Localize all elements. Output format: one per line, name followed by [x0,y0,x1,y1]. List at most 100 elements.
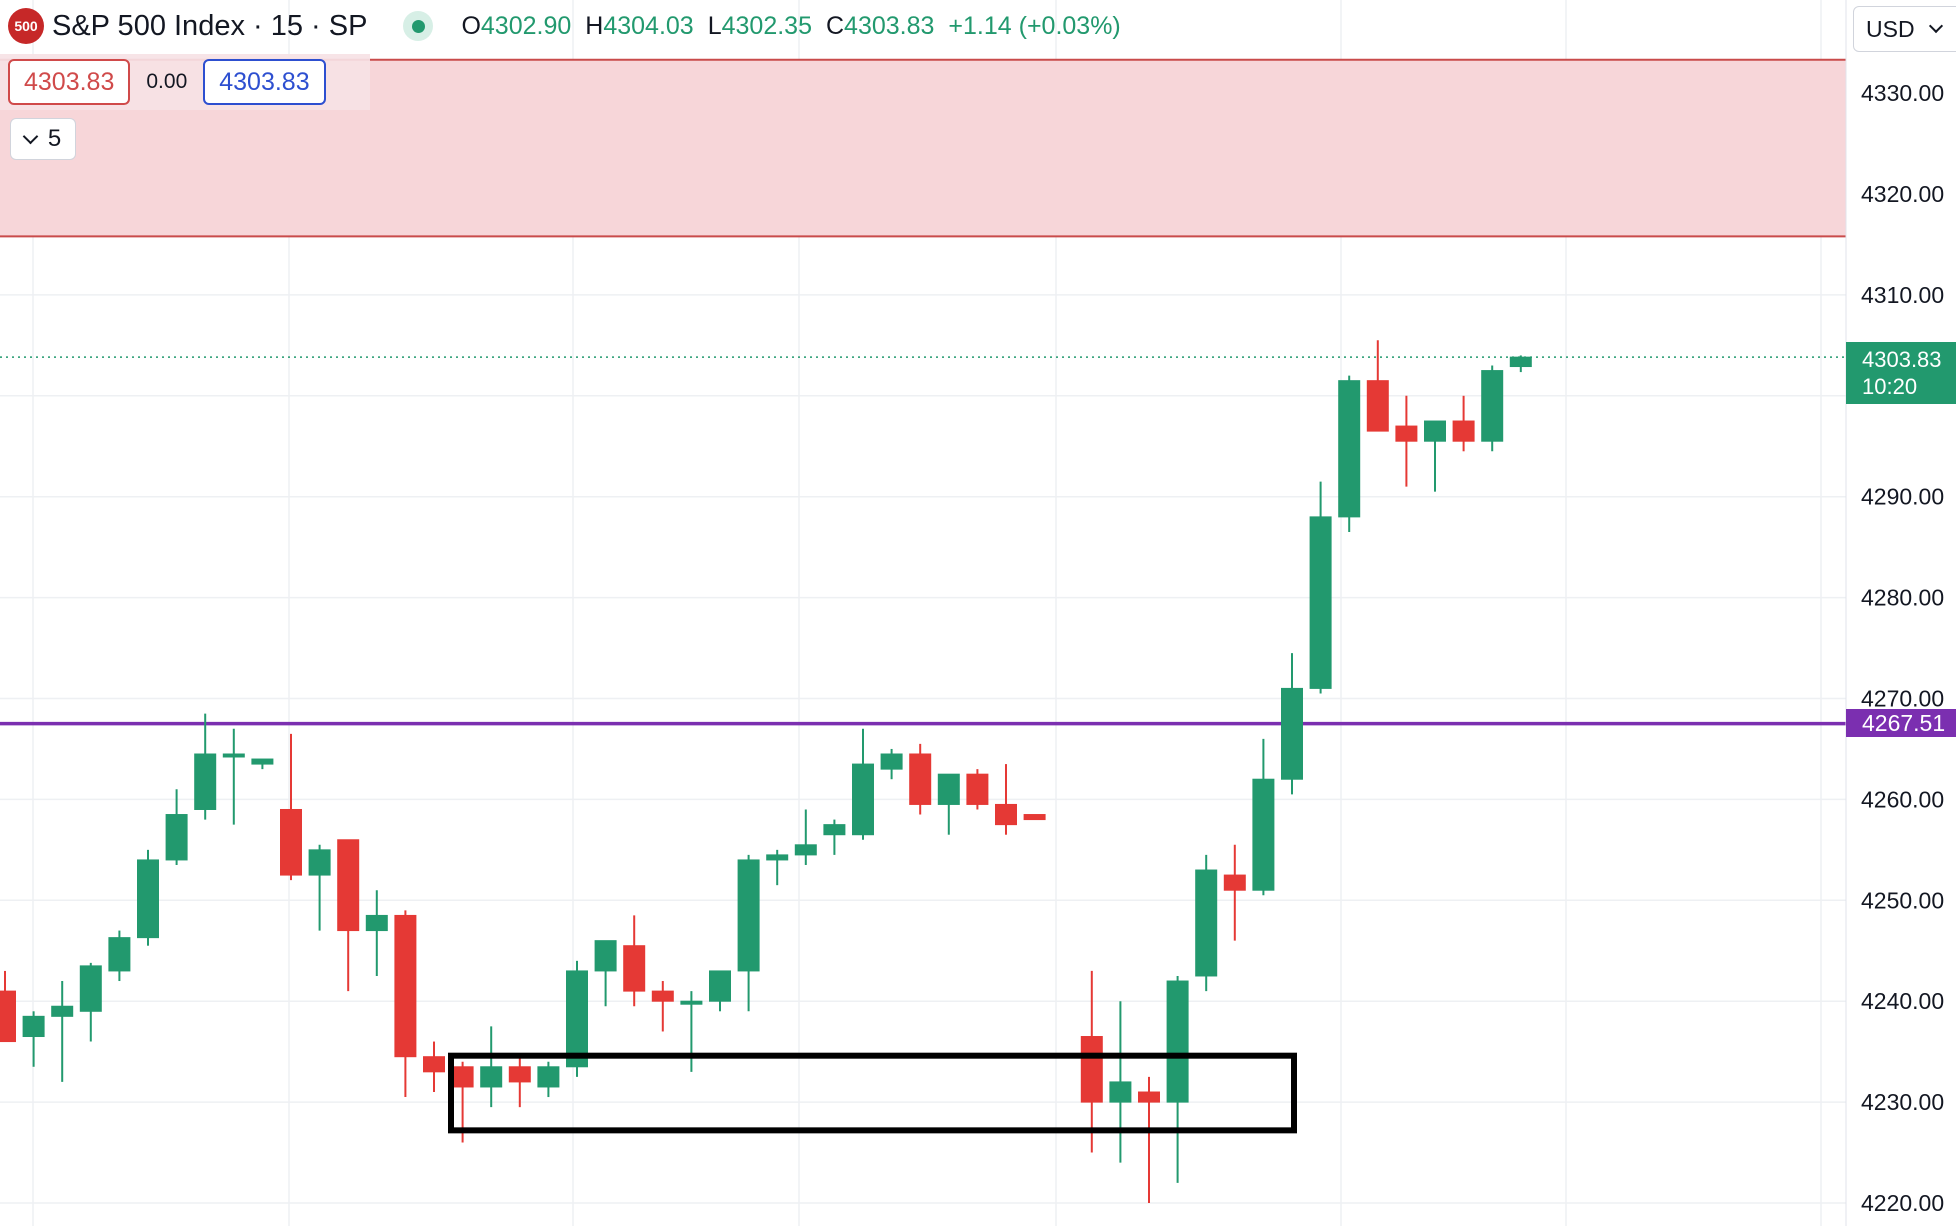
high-label: H [585,11,604,40]
last-price-value: 4303.83 [1862,347,1942,372]
candle-body [194,753,217,810]
open-value: 4302.90 [480,11,572,40]
candle-1 [22,1011,45,1067]
indicators-toggle-button[interactable]: 5 [10,118,76,160]
candle-18 [508,1056,531,1108]
currency-select[interactable]: USD [1853,6,1956,52]
candle-25 [709,970,731,1012]
candle-body [165,814,188,861]
candle-body [1080,1036,1103,1103]
sell-button[interactable]: 4303.83 [8,59,131,105]
candle-5 [137,849,159,946]
candle-body [966,773,989,805]
candle-body [537,1066,560,1088]
candle-body [623,945,646,992]
candle-body [1481,370,1504,442]
candle-13 [365,890,388,976]
candle-body [937,773,960,805]
candle-38 [1080,970,1103,1153]
y-tick-label: 4230.00 [1861,1089,1944,1115]
y-tick-label: 4280.00 [1861,585,1944,611]
candle-17 [480,1026,503,1108]
candle-body [1138,1091,1160,1103]
candle-7 [194,713,217,820]
candle-body [1309,516,1332,689]
candle-6 [165,789,188,865]
candle-body [1395,425,1418,442]
market-status-icon[interactable] [403,11,434,41]
candle-30 [852,728,874,840]
y-tick-label: 4290.00 [1861,484,1944,510]
level-price-tag: 4267.51 [1846,709,1956,737]
candle-body [909,753,932,805]
candle-27 [766,849,789,886]
bar-countdown: 10:20 [1862,374,1918,399]
candle-21 [594,940,617,1007]
buy-button[interactable]: 4303.83 [203,59,326,105]
candle-body [1109,1081,1132,1103]
candle-body [337,839,360,932]
candle-body [280,808,302,876]
candle-48 [1366,340,1389,432]
candlestick-series [0,340,1532,1203]
candle-body [308,849,331,876]
candle-9 [251,758,274,770]
symbol-title[interactable]: S&P 500 Index · 15 · SP [52,9,368,42]
indicators-count: 5 [47,125,62,152]
candle-body [423,1056,445,1073]
candle-body [1166,980,1189,1103]
y-tick-label: 4310.00 [1861,282,1944,308]
candle-23 [651,981,674,1032]
candle-20 [566,960,588,1077]
y-tick-label: 4270.00 [1861,686,1944,712]
candle-body [508,1066,531,1083]
candle-47 [1338,375,1361,533]
candle-11 [308,844,331,931]
candle-44 [1252,738,1275,896]
candle-body [1281,687,1303,780]
candle-body [995,803,1017,826]
high-value: 4304.03 [603,11,694,40]
candle-4 [108,930,131,982]
support-box [448,1052,1297,1134]
candle-40 [1138,1076,1160,1203]
candle-body [737,859,760,972]
open-label: O [461,11,481,40]
candle-15 [423,1041,445,1093]
candle-22 [623,915,646,1007]
y-tick-label: 4250.00 [1861,887,1944,913]
candle-body [852,763,874,836]
candle-body [1509,356,1532,368]
candle-35 [995,764,1017,835]
candle-body [365,914,388,932]
close-value: 4303.83 [844,11,935,40]
candle-51 [1452,395,1475,452]
y-tick-label: 4220.00 [1861,1190,1944,1216]
candle-body [108,937,131,972]
candle-36 [1023,814,1046,821]
candle-46 [1309,481,1332,694]
candle-body [480,1066,503,1088]
last-price-tag: 4303.83 10:20 [1846,342,1956,404]
candle-42 [1195,854,1218,992]
chevron-down-icon [22,128,39,144]
candle-body [1252,778,1275,891]
candle-10 [280,733,302,881]
candle-body [594,940,617,972]
candle-body [0,990,16,1043]
candle-8 [222,728,245,825]
candle-body [823,824,846,836]
price-axis[interactable]: 4220.00 4230.00 4240.00 4250.00 4260.00 4270.… [1845,0,1944,1226]
candle-body [1452,420,1475,442]
ohlc-readout: O 4302.90 H 4304.03 L 4302.35 C 4303.83 +1.1… [461,12,1120,41]
candle-52 [1481,365,1504,452]
candle-34 [966,769,989,810]
candle-49 [1395,395,1418,487]
candle-29 [823,819,846,855]
support-box-rect [448,1052,1297,1134]
candle-14 [394,910,417,1098]
candle-24 [680,991,703,1072]
candle-body [394,914,417,1058]
candle-body [79,965,102,1012]
